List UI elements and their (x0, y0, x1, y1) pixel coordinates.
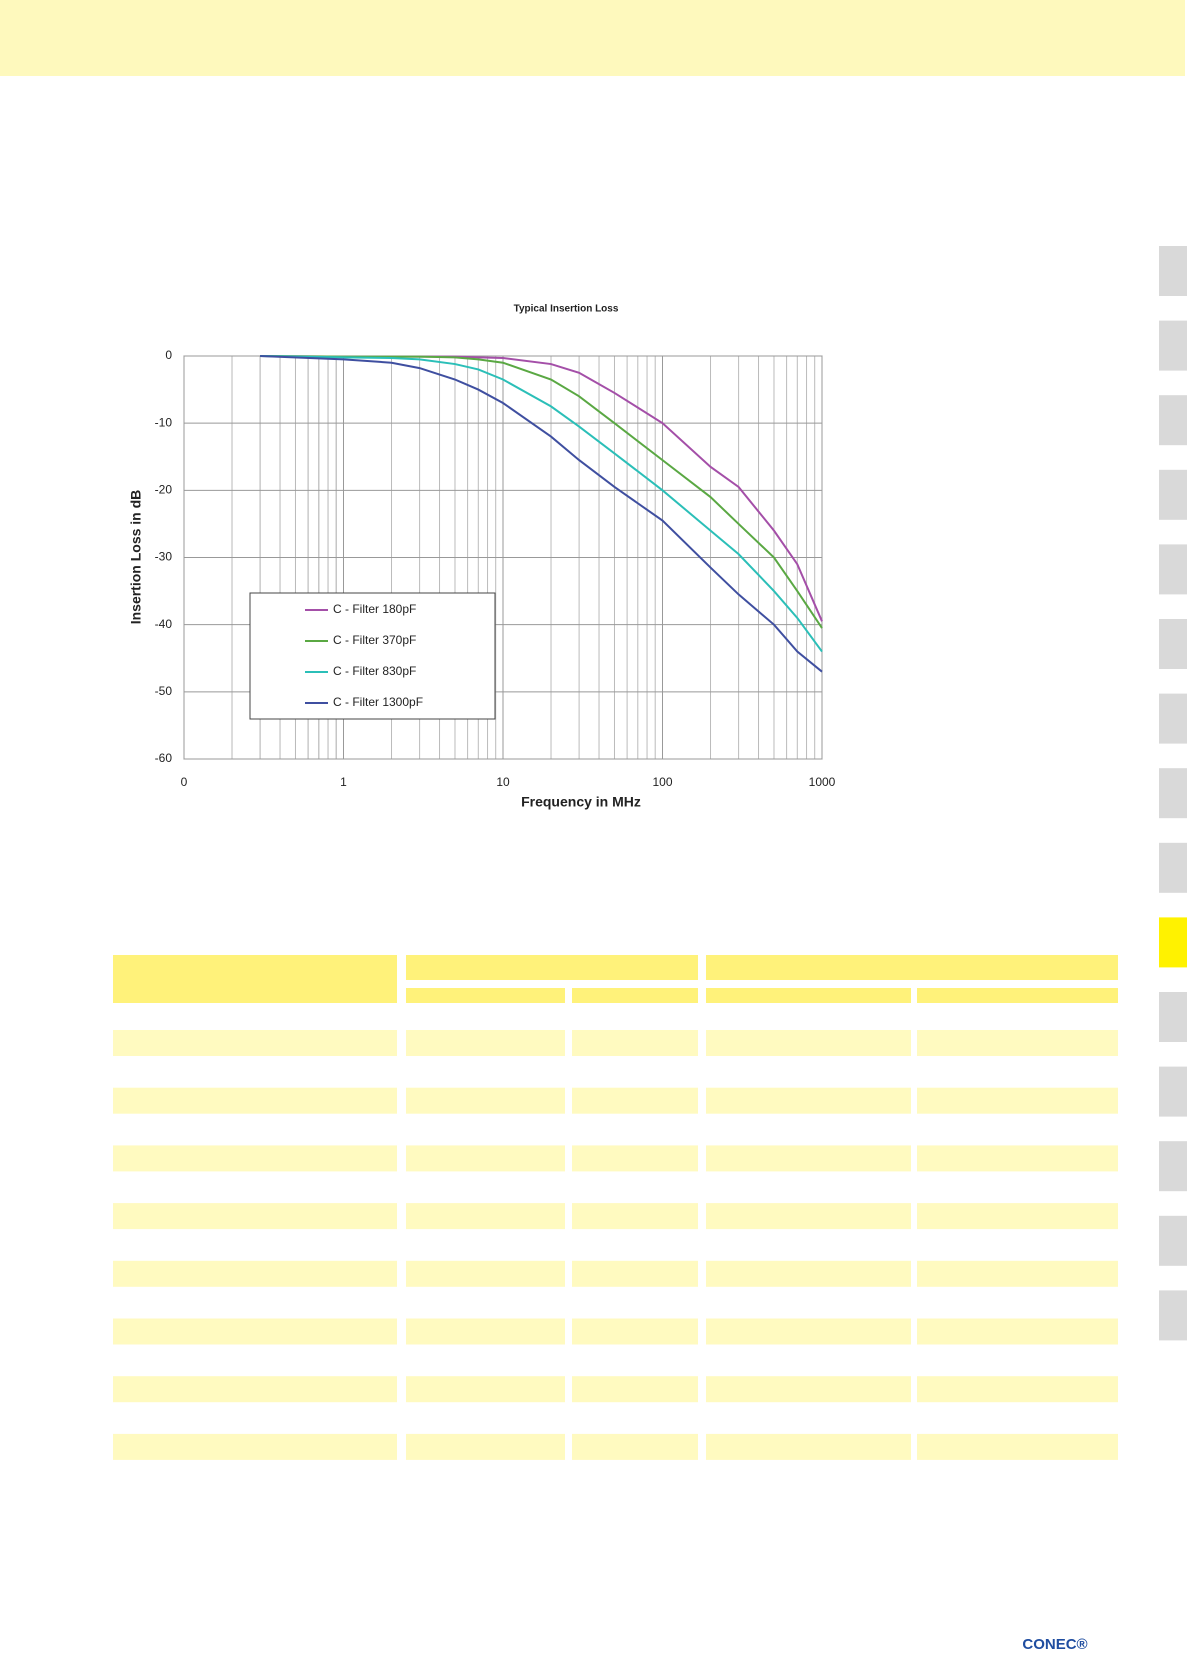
y-tick-label: -50 (155, 684, 173, 698)
table-row-cell (917, 1203, 1118, 1230)
table-row-cell (406, 1145, 565, 1172)
x-axis-label: Frequency in MHz (521, 794, 641, 810)
y-tick-label: -10 (155, 415, 173, 429)
table-row-cell (406, 1087, 565, 1114)
table-row-cell (706, 1145, 911, 1172)
table-row-cell (572, 1030, 698, 1056)
legend-box (249, 592, 496, 720)
table-row-cell (706, 1260, 911, 1287)
table-row-cell (706, 1203, 911, 1230)
side-tab (1159, 619, 1187, 669)
table-row-cell (113, 1376, 397, 1403)
table-row-cell (706, 1318, 911, 1345)
legend-label: C - Filter 1300pF (333, 695, 423, 709)
table-subheader-cell (406, 988, 565, 1003)
table-row-cell (572, 1433, 698, 1460)
table-header-cell (406, 955, 698, 980)
table-row-cell (706, 1376, 911, 1403)
series-line (260, 355, 823, 653)
table-subheader-cell (706, 988, 911, 1003)
chart-title: Typical Insertion Loss (514, 304, 619, 315)
table-row-cell (113, 1433, 397, 1460)
table-header-cell (706, 955, 1118, 980)
table-row-cell (406, 1433, 565, 1460)
table-row-cell (113, 1203, 397, 1230)
table-row-cell (706, 1087, 911, 1114)
series-line (260, 355, 823, 673)
side-tab (1159, 320, 1187, 371)
table-row-cell (406, 1376, 565, 1403)
side-tab (1159, 1066, 1187, 1117)
table-row-cell (706, 1030, 911, 1056)
y-tick-label: -20 (155, 483, 173, 497)
legend-label: C - Filter 830pF (333, 664, 416, 678)
x-tick-label: 10 (496, 775, 510, 789)
table-row-cell (572, 1203, 698, 1230)
logo: CONEC® (1022, 1636, 1087, 1653)
table-row-cell (113, 1260, 397, 1287)
y-tick-label: -40 (155, 617, 173, 631)
table-row-cell (113, 1087, 397, 1114)
x-tick-label: 0 (181, 775, 188, 789)
table-row-cell (572, 1376, 698, 1403)
table-row-cell (572, 1087, 698, 1114)
side-tab (1159, 842, 1187, 893)
x-tick-label: 1000 (809, 775, 836, 789)
table (113, 955, 1118, 1460)
legend-label: C - Filter 370pF (333, 633, 416, 647)
legend-label: C - Filter 180pF (333, 602, 416, 616)
table-row-cell (917, 1318, 1118, 1345)
side-tab (1159, 395, 1187, 446)
table-header-cell (113, 955, 397, 1003)
table-row-cell (917, 1087, 1118, 1114)
y-tick-label: -30 (155, 550, 173, 564)
table-row-cell (917, 1030, 1118, 1056)
table-row-cell (406, 1260, 565, 1287)
side-tab (1159, 246, 1187, 296)
table-row-cell (406, 1030, 565, 1056)
table-row-cell (917, 1260, 1118, 1287)
side-tab (1159, 469, 1187, 520)
side-tab (1159, 1141, 1187, 1192)
side-tabs (1159, 246, 1187, 1341)
table-subheader-cell (917, 988, 1118, 1003)
table-row-cell (406, 1203, 565, 1230)
y-tick-label: -60 (155, 751, 173, 765)
side-tab (1159, 544, 1187, 595)
side-tab (1159, 917, 1187, 968)
side-tab (1159, 1290, 1187, 1341)
table-row-cell (917, 1145, 1118, 1172)
table-row-cell (113, 1030, 397, 1056)
table-row-cell (572, 1145, 698, 1172)
table-row-cell (572, 1318, 698, 1345)
y-tick-label: 0 (165, 348, 172, 362)
table-row-cell (406, 1318, 565, 1345)
x-tick-label: 1 (340, 775, 347, 789)
table-row-cell (113, 1318, 397, 1345)
side-tab (1159, 693, 1187, 744)
table-row-cell (917, 1376, 1118, 1403)
table-row-cell (706, 1433, 911, 1460)
side-tab (1159, 1215, 1187, 1266)
table-subheader-cell (572, 988, 698, 1003)
header-band (0, 0, 1185, 76)
y-axis-label: Insertion Loss in dB (128, 490, 144, 625)
x-tick-label: 100 (652, 775, 672, 789)
series-line (260, 355, 823, 629)
table-row-cell (113, 1145, 397, 1172)
side-tab (1159, 768, 1187, 819)
table-row-cell (572, 1260, 698, 1287)
side-tab (1159, 992, 1187, 1042)
table-row-cell (917, 1433, 1118, 1460)
